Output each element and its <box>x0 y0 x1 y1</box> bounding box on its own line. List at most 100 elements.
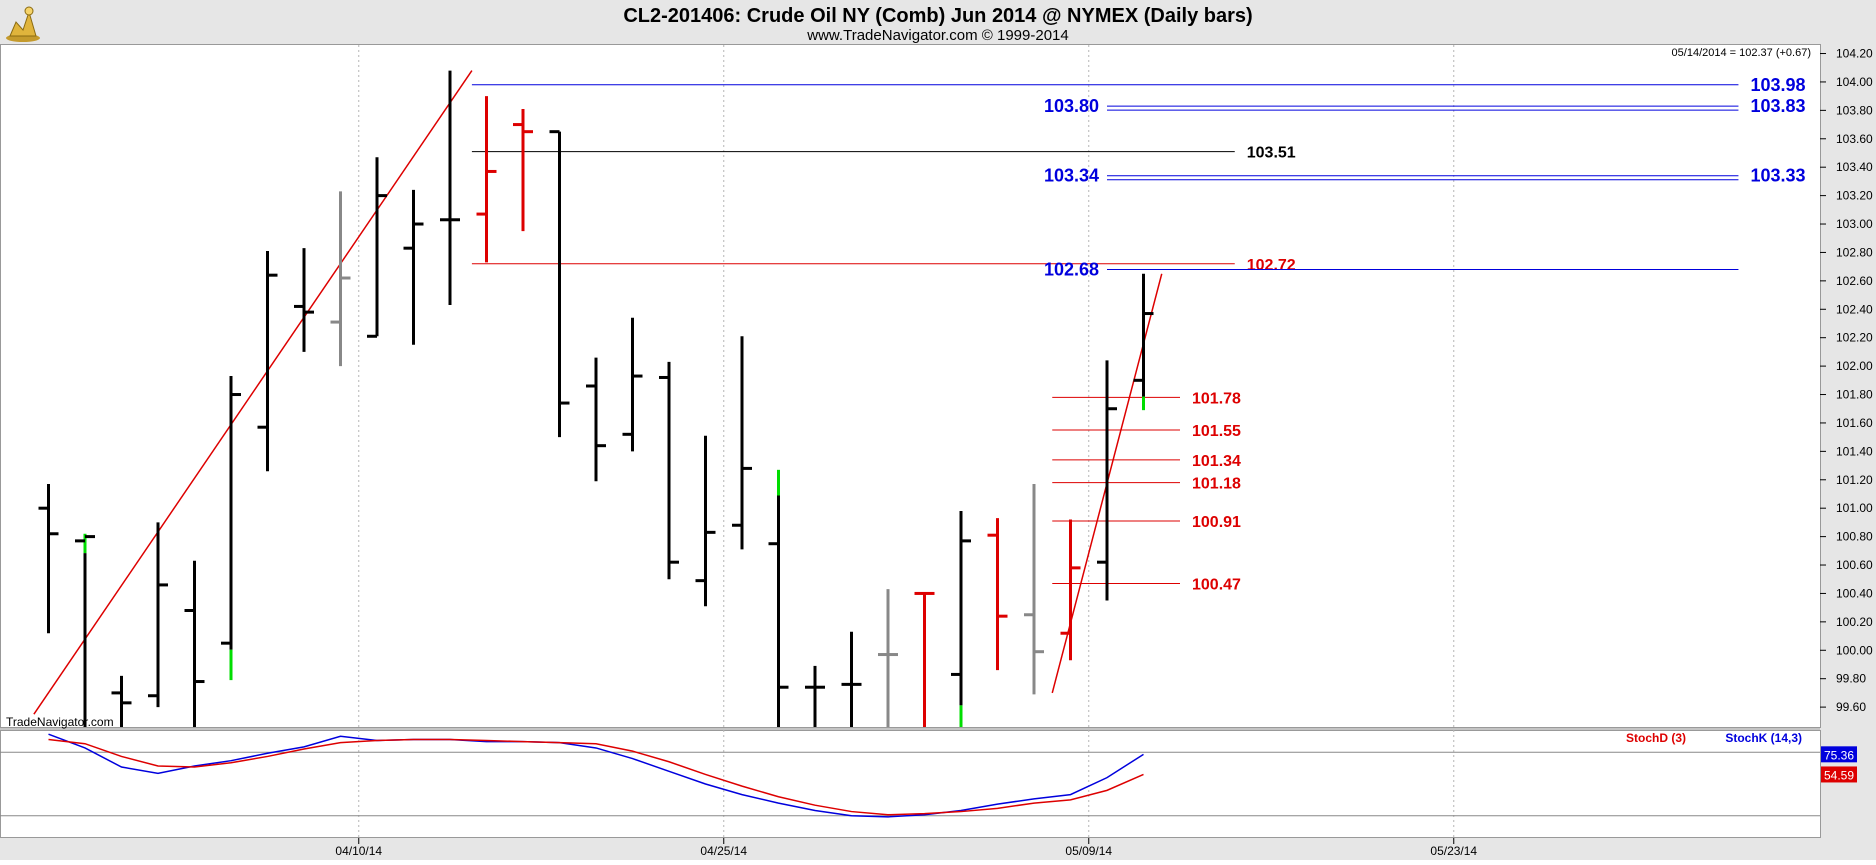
ohlc-bar <box>695 435 716 607</box>
price-level-label: 101.34 <box>1192 453 1241 470</box>
ohlc-bar <box>878 589 898 727</box>
ohlc-bar <box>330 191 351 367</box>
price-axis-label: 104.20 <box>1836 47 1873 61</box>
trend-line <box>33 70 473 715</box>
price-axis-label: 103.60 <box>1836 132 1873 146</box>
chart-title: CL2-201406: Crude Oil NY (Comb) Jun 2014… <box>623 5 1252 27</box>
ohlc-bar <box>1133 273 1154 411</box>
ohlc-bar <box>476 96 497 263</box>
ohlc-bar <box>586 357 606 482</box>
stochk-value-tag <box>1821 746 1857 763</box>
ohlc-bar <box>403 189 424 345</box>
price-axis-label: 104.00 <box>1836 75 1873 89</box>
ohlc-bar <box>75 533 95 727</box>
price-axis-label: 101.80 <box>1836 388 1873 402</box>
ohlc-bar <box>184 560 205 727</box>
stoch-panel-frame <box>0 730 1821 838</box>
price-axis-background <box>1820 44 1876 860</box>
stoch-series-line <box>48 738 1144 816</box>
ohlc-bar <box>622 317 643 452</box>
price-level-label: 103.80 <box>1044 96 1099 116</box>
title-bar <box>0 0 1876 44</box>
ohlc-bar <box>841 631 862 727</box>
ohlc-bar <box>1024 484 1044 695</box>
price-axis: 104.20 104.00 103.80 103.60 103.40 103.20 103.… <box>1820 47 1873 714</box>
ohlc-bar <box>367 157 387 338</box>
price-axis-label: 99.60 <box>1836 700 1866 714</box>
price-axis-label: 99.80 <box>1836 672 1866 686</box>
price-axis-label: 100.60 <box>1836 558 1873 572</box>
watermark: TradeNavigator.com <box>6 715 114 729</box>
ohlc-bar <box>732 336 752 550</box>
ohlc-bar <box>440 70 460 306</box>
date-axis-label: 04/10/14 <box>335 844 382 858</box>
ohlc-bar <box>987 518 1008 671</box>
price-axis-label: 102.60 <box>1836 274 1873 288</box>
stochd-value-tag <box>1821 766 1857 783</box>
price-axis-label: 103.00 <box>1836 217 1873 231</box>
date-axis-label: 05/09/14 <box>1065 844 1112 858</box>
ohlc-bar <box>768 469 789 727</box>
price-panel-frame <box>0 44 1821 728</box>
date-axis-label: 04/25/14 <box>700 844 747 858</box>
price-axis-label: 101.60 <box>1836 416 1873 430</box>
legend-stochd: StochD (3) <box>1626 731 1686 745</box>
date-axis: 04/10/14 04/25/14 05/09/14 05/23/14 <box>335 838 1477 858</box>
price-axis-label: 102.40 <box>1836 302 1873 316</box>
price-axis-label: 103.20 <box>1836 189 1873 203</box>
chart-subtitle: www.TradeNavigator.com © 1999-2014 <box>806 27 1068 44</box>
ohlc-bar <box>1060 519 1081 661</box>
trend-layer <box>33 70 1163 715</box>
stochk-value-label: 75.36 <box>1824 748 1854 762</box>
grid-layer <box>358 45 1455 837</box>
stoch-series-line <box>48 733 1144 818</box>
last-quote: 05/14/2014 = 102.37 (+0.67) <box>1672 47 1811 59</box>
bars-layer <box>38 70 1154 727</box>
ohlc-bar <box>659 361 679 580</box>
price-axis-label: 101.00 <box>1836 501 1873 515</box>
price-level-label: 102.72 <box>1247 257 1296 274</box>
price-axis-label: 100.20 <box>1836 615 1873 629</box>
price-level-label: 101.78 <box>1192 390 1241 407</box>
price-level-label: 102.68 <box>1044 259 1099 279</box>
ohlc-bar <box>294 248 314 352</box>
price-axis-label: 101.40 <box>1836 444 1873 458</box>
ohlc-bar <box>914 591 935 727</box>
price-level-label: 103.34 <box>1044 166 1099 186</box>
ohlc-bar <box>38 484 59 634</box>
price-level-label: 100.91 <box>1192 514 1241 531</box>
ohlc-bar <box>1097 360 1117 601</box>
price-axis-label: 102.80 <box>1836 245 1873 259</box>
legend-stochk: StochK (14,3) <box>1725 731 1802 745</box>
ohlc-bar <box>257 251 278 472</box>
ohlc-bar <box>111 675 132 727</box>
price-axis-label: 102.00 <box>1836 359 1873 373</box>
date-axis-background <box>0 838 1876 860</box>
price-axis-label: 100.80 <box>1836 530 1873 544</box>
price-level-label: 101.55 <box>1192 423 1241 440</box>
price-axis-label: 100.40 <box>1836 586 1873 600</box>
date-axis-label: 05/23/14 <box>1430 844 1477 858</box>
ohlc-bar <box>148 522 168 708</box>
stoch-layer: 75.36 54.59 <box>0 733 1857 818</box>
price-level-label: 103.98 <box>1750 75 1805 95</box>
ohlc-bar <box>513 108 533 232</box>
price-level-label: 103.83 <box>1750 96 1805 116</box>
ohlc-bar <box>549 130 570 438</box>
ohlc-bar <box>951 511 971 727</box>
price-level-label: 101.18 <box>1192 476 1241 493</box>
ohlc-bar <box>221 376 241 681</box>
price-axis-label: 100.00 <box>1836 643 1873 657</box>
price-axis-label: 103.80 <box>1836 103 1873 117</box>
stochd-value-label: 54.59 <box>1824 768 1854 782</box>
price-level-label: 103.33 <box>1750 166 1805 186</box>
price-axis-label: 103.40 <box>1836 160 1873 174</box>
price-level-label: 100.47 <box>1192 576 1241 593</box>
trade-navigator-logo-icon <box>6 6 40 42</box>
price-axis-label: 101.20 <box>1836 473 1873 487</box>
ohlc-bar <box>805 665 825 727</box>
price-level-label: 103.51 <box>1247 145 1296 162</box>
